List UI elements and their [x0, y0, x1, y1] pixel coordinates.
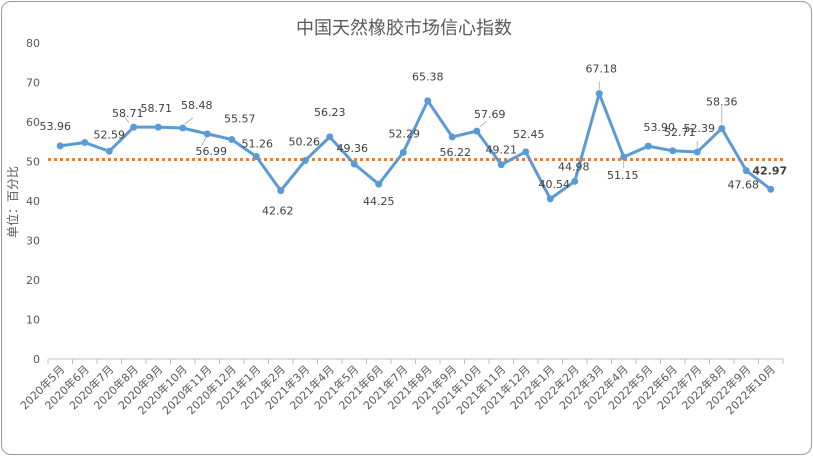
data-label: 51.26 — [242, 138, 274, 151]
data-point — [767, 185, 775, 193]
data-label: 52.45 — [513, 128, 545, 141]
data-label: 56.99 — [196, 145, 228, 158]
data-label: 44.25 — [363, 195, 395, 208]
data-point — [277, 187, 285, 195]
y-axis-label: 单位：百分比 — [5, 166, 20, 238]
y-tick-label: 60 — [26, 116, 40, 129]
x-axis-tickmarks — [47, 359, 784, 364]
label-leader-line — [200, 136, 207, 147]
data-label: 51.15 — [607, 169, 639, 182]
data-label: 58.71 — [112, 107, 144, 120]
y-tick-label: 50 — [26, 156, 40, 169]
data-point — [228, 135, 236, 143]
label-leader-line — [479, 120, 488, 128]
x-axis-tick-labels: 2020年5月2020年6月2020年7月2020年8月2020年9月2020年… — [17, 362, 778, 417]
data-point — [497, 161, 505, 169]
data-point — [130, 123, 138, 131]
data-point — [179, 124, 187, 132]
data-label: 52.39 — [684, 122, 716, 135]
series-line-group — [60, 92, 772, 201]
data-label: 58.48 — [181, 99, 213, 112]
data-point — [375, 180, 383, 188]
data-point — [595, 90, 603, 98]
data-label: 44.98 — [558, 160, 590, 173]
data-label: 67.18 — [586, 63, 618, 76]
data-label: 42.97 — [752, 164, 787, 177]
y-tick-label: 30 — [26, 235, 40, 248]
data-point — [644, 142, 652, 150]
data-point — [326, 133, 334, 141]
data-point — [350, 160, 358, 168]
data-label: 50.26 — [289, 135, 321, 148]
y-tick-label: 0 — [33, 353, 40, 366]
data-point — [522, 148, 530, 156]
data-point — [252, 153, 260, 161]
data-point — [742, 167, 750, 175]
data-point — [448, 133, 456, 141]
data-point — [669, 147, 677, 155]
series-line — [60, 92, 772, 201]
data-point — [81, 139, 89, 147]
data-label: 47.68 — [728, 179, 760, 192]
data-point — [718, 124, 726, 132]
data-point — [56, 142, 64, 150]
data-label: 65.38 — [412, 71, 444, 84]
data-label: 52.71 — [664, 126, 696, 139]
label-leader-line — [184, 117, 193, 125]
label-leader-line — [123, 115, 130, 123]
data-label: 56.23 — [314, 106, 346, 119]
data-label: 49.21 — [486, 144, 518, 157]
chart-title: 中国天然橡胶市场信心指数 — [296, 18, 512, 39]
data-label: 57.69 — [474, 108, 506, 121]
data-point — [693, 148, 701, 156]
data-label: 40.54 — [539, 178, 571, 191]
data-point — [203, 130, 211, 138]
y-axis-ticks: 0 10 20 30 40 50 60 70 80 — [26, 37, 40, 366]
data-label: 52.29 — [389, 127, 421, 140]
label-leader-lines — [123, 81, 723, 168]
data-point — [571, 177, 579, 185]
data-label: 52.59 — [94, 128, 126, 141]
data-point — [154, 123, 162, 131]
data-point — [399, 148, 407, 156]
data-label: 53.90 — [644, 121, 676, 134]
data-label: 49.36 — [337, 142, 369, 155]
data-point — [620, 153, 628, 161]
data-label: 56.22 — [440, 146, 472, 159]
y-tick-label: 80 — [26, 37, 40, 50]
data-label: 55.57 — [224, 112, 256, 125]
data-point — [424, 97, 432, 105]
data-point — [105, 147, 113, 155]
y-tick-label: 40 — [26, 195, 40, 208]
y-tick-label: 70 — [26, 77, 40, 90]
y-tick-label: 10 — [26, 314, 40, 327]
data-label: 58.36 — [706, 95, 738, 108]
y-tick-label: 20 — [26, 274, 40, 287]
data-label: 53.96 — [40, 120, 72, 133]
data-point — [473, 127, 481, 135]
data-label: 42.62 — [262, 205, 294, 218]
data-point — [301, 156, 309, 164]
data-label: 58.71 — [141, 102, 173, 115]
data-markers — [56, 90, 775, 203]
data-point — [546, 195, 554, 203]
